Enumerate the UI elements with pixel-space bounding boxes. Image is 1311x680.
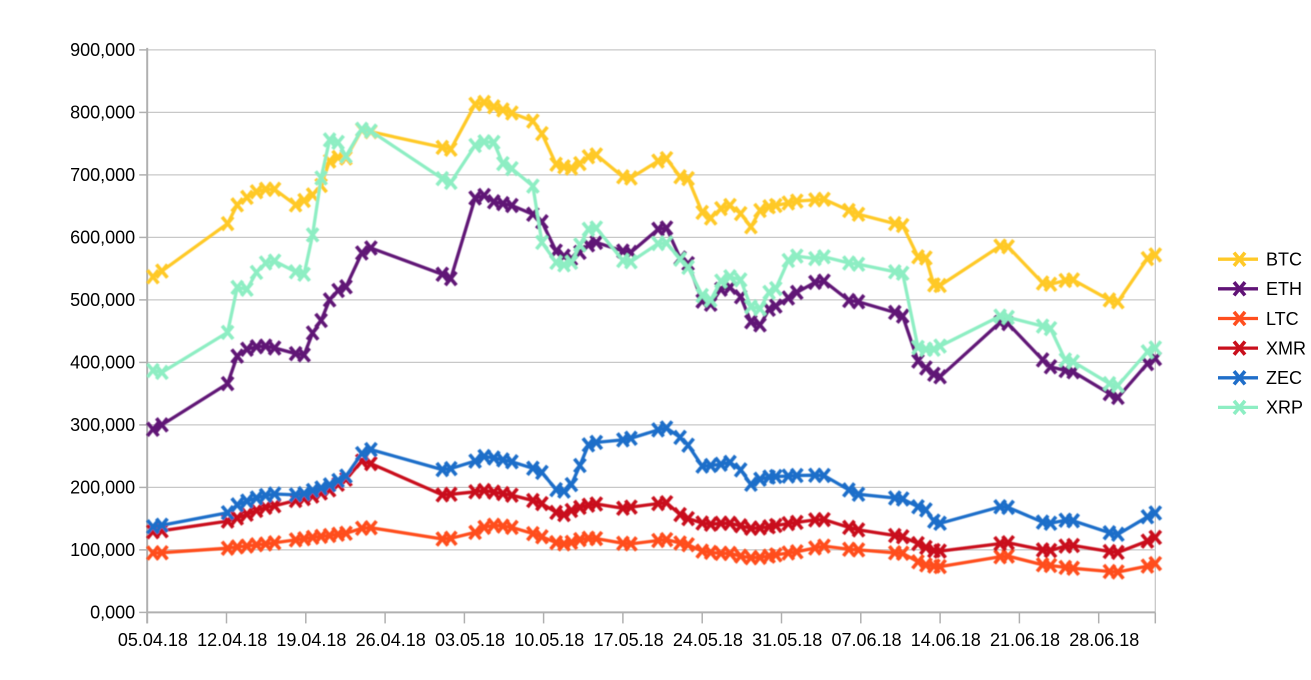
svg-text:28.06.18: 28.06.18 bbox=[1069, 630, 1139, 650]
svg-text:0,000: 0,000 bbox=[90, 603, 135, 623]
svg-text:19.04.18: 19.04.18 bbox=[276, 630, 346, 650]
svg-text:12.04.18: 12.04.18 bbox=[197, 630, 267, 650]
svg-text:17.05.18: 17.05.18 bbox=[594, 630, 664, 650]
svg-text:ZEC: ZEC bbox=[1266, 368, 1302, 388]
svg-text:LTC: LTC bbox=[1266, 309, 1299, 329]
svg-text:900,000: 900,000 bbox=[70, 40, 135, 60]
svg-text:100,000: 100,000 bbox=[70, 540, 135, 560]
svg-text:400,000: 400,000 bbox=[70, 353, 135, 373]
svg-text:XRP: XRP bbox=[1266, 398, 1303, 418]
svg-text:200,000: 200,000 bbox=[70, 478, 135, 498]
svg-text:800,000: 800,000 bbox=[70, 103, 135, 123]
svg-text:BTC: BTC bbox=[1266, 250, 1302, 270]
svg-text:600,000: 600,000 bbox=[70, 228, 135, 248]
svg-text:700,000: 700,000 bbox=[70, 165, 135, 185]
svg-text:03.05.18: 03.05.18 bbox=[435, 630, 505, 650]
svg-text:ETH: ETH bbox=[1266, 279, 1302, 299]
svg-text:14.06.18: 14.06.18 bbox=[911, 630, 981, 650]
svg-text:07.06.18: 07.06.18 bbox=[831, 630, 901, 650]
svg-text:10.05.18: 10.05.18 bbox=[514, 630, 584, 650]
svg-text:05.04.18: 05.04.18 bbox=[118, 630, 188, 650]
svg-text:XMR: XMR bbox=[1266, 338, 1306, 358]
svg-text:500,000: 500,000 bbox=[70, 290, 135, 310]
svg-text:26.04.18: 26.04.18 bbox=[356, 630, 426, 650]
svg-text:21.06.18: 21.06.18 bbox=[990, 630, 1060, 650]
svg-text:24.05.18: 24.05.18 bbox=[673, 630, 743, 650]
svg-text:300,000: 300,000 bbox=[70, 415, 135, 435]
svg-text:31.05.18: 31.05.18 bbox=[752, 630, 822, 650]
